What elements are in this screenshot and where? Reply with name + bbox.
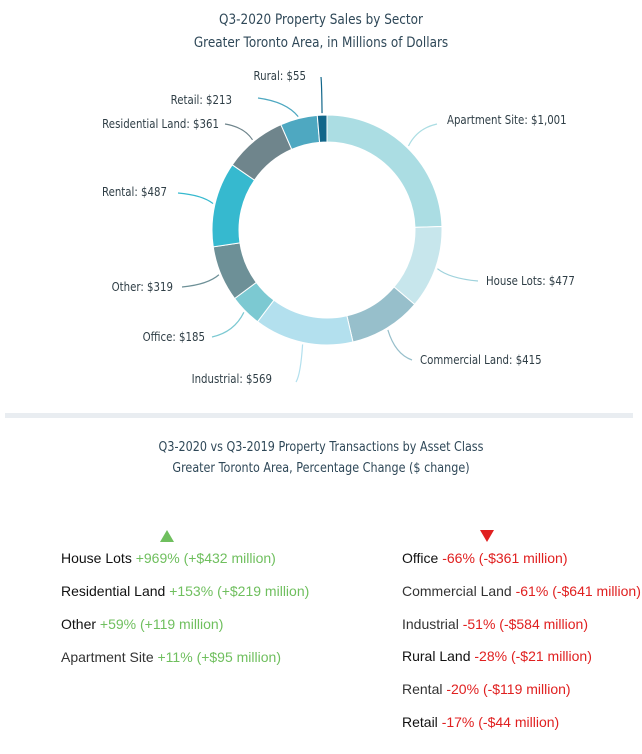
dollar-change: (+$95 million) [196, 649, 281, 665]
loss-row: Industrial -51% (-$584 million) [402, 614, 641, 647]
slice-label: Commercial Land: $415 [420, 353, 542, 367]
losses-list: Office -66% (-$361 million) Commercial L… [402, 548, 641, 745]
pct-change: +11% [157, 649, 193, 665]
pct-change: -17% [441, 713, 475, 730]
asset-name: Residential Land [61, 583, 166, 599]
asset-name: Commercial Land [402, 582, 512, 599]
leader-line [407, 123, 438, 147]
leader-line [224, 123, 253, 141]
dollar-change: (-$584 million) [499, 615, 588, 632]
change-chart-title: Q3-2020 vs Q3-2019 Property Transactions… [158, 440, 484, 455]
pct-change: -51% [462, 615, 496, 632]
triangle-up-icon [160, 530, 174, 542]
asset-name: Industrial [402, 615, 459, 632]
donut-slice-rural [316, 114, 328, 143]
donut-slice-commercial-land [346, 286, 416, 343]
leader-line [257, 97, 299, 117]
loss-row: Rural Land -28% (-$21 million) [402, 646, 641, 679]
triangle-down-icon [480, 530, 494, 542]
asset-name: Other [61, 616, 97, 632]
asset-name: House Lots [61, 550, 132, 566]
gain-row: House Lots +969% (+$432 million) [61, 548, 309, 581]
pct-change: -20% [446, 681, 480, 698]
change-chart-subtitle: Greater Toronto Area, Percentage Change … [172, 461, 470, 476]
asset-name: Rural Land [402, 648, 471, 665]
sector-donut-chart: Apartment Site: $1,001 House Lots: $477 Co… [102, 69, 575, 386]
asset-name: Retail [402, 713, 438, 730]
slice-label: Industrial: $569 [192, 372, 272, 386]
slice-label: Rental: $487 [102, 185, 167, 199]
gain-row: Apartment Site +11% (+$95 million) [61, 647, 309, 680]
slice-label: Residential Land: $361 [102, 117, 219, 131]
slice-label: Retail: $213 [171, 93, 232, 107]
pie-chart-title: Q3-2020 Property Sales by Sector [219, 12, 423, 28]
pct-change: +969% [135, 550, 180, 566]
leader-line [437, 268, 479, 282]
leader-line [177, 192, 214, 205]
pie-chart-subtitle: Greater Toronto Area, in Millions of Dol… [193, 35, 449, 51]
loss-row: Office -66% (-$361 million) [402, 548, 641, 581]
pct-change: -66% [442, 550, 475, 566]
dollar-change: (-$44 million) [478, 713, 560, 730]
pct-change: +59% [99, 616, 137, 632]
loss-row: Rental -20% (-$119 million) [402, 679, 641, 712]
pct-change: -61% [515, 582, 549, 599]
slice-label: Apartment Site: $1,001 [447, 113, 567, 127]
dollar-change: (+$432 million) [183, 550, 276, 566]
dollar-change: (-$21 million) [510, 648, 592, 665]
gains-list: House Lots +969% (+$432 million) Residen… [61, 548, 309, 680]
donut-slice-rental [211, 164, 256, 248]
slice-label: House Lots: $477 [486, 274, 575, 288]
gain-row: Residential Land +153% (+$219 million) [61, 581, 309, 614]
donut-slice-apartment-site [326, 114, 443, 228]
slice-label: Rural: $55 [254, 69, 306, 83]
donut-slice-industrial [256, 299, 354, 346]
leader-line [181, 274, 220, 288]
section-divider [5, 413, 633, 418]
asset-name: Apartment Site [61, 649, 154, 665]
dollar-change: (-$119 million) [482, 681, 571, 698]
asset-name: Office [402, 550, 439, 566]
leader-line [320, 76, 323, 114]
loss-row: Retail -17% (-$44 million) [402, 712, 641, 745]
slice-label: Office: $185 [143, 330, 205, 344]
leader-line [211, 312, 245, 338]
pct-change: +153% [169, 583, 214, 599]
asset-name: Rental [402, 681, 443, 698]
gain-row: Other +59% (+119 million) [61, 614, 309, 647]
leader-line [295, 344, 304, 383]
dollar-change: (-$641 million) [552, 582, 641, 599]
slice-label: Other: $319 [112, 280, 173, 294]
leader-line [387, 329, 413, 361]
loss-row: Commercial Land -61% (-$641 million) [402, 581, 641, 614]
dollar-change: (+$219 million) [217, 583, 310, 599]
dollar-change: (-$361 million) [478, 550, 568, 566]
pct-change: -28% [474, 648, 508, 665]
dollar-change: (+119 million) [140, 616, 224, 632]
